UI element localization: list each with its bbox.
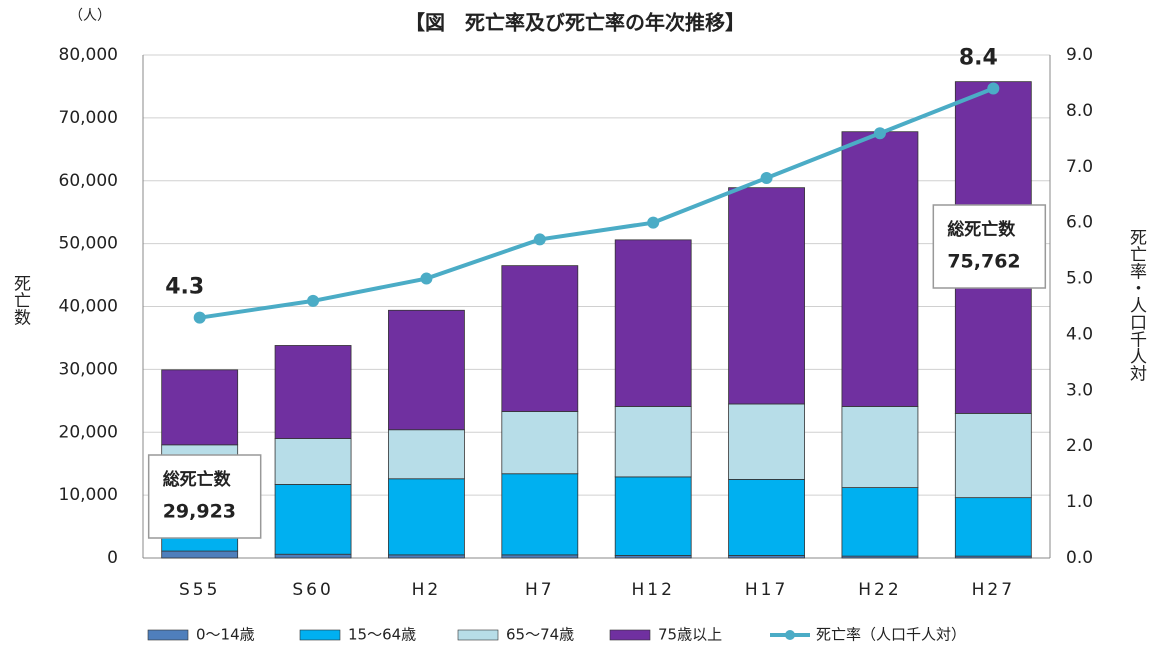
bar-segment	[388, 429, 465, 480]
y2-tick-label: 7.0	[1066, 157, 1093, 177]
x-tick-label: H22	[858, 580, 901, 600]
line-point	[420, 272, 433, 285]
line	[199, 86, 995, 320]
y2-tick-label: 3.0	[1066, 380, 1093, 400]
legend-swatch	[457, 629, 499, 641]
y2-tick-label: 9.0	[1066, 45, 1093, 65]
bar-segment	[274, 345, 352, 439]
y2-tick-label: 1.0	[1066, 492, 1093, 512]
y-tick-label: 60,000	[59, 171, 118, 191]
bar-segment	[614, 406, 692, 478]
legend-label: 75歳以上	[658, 626, 722, 644]
bar-segment	[274, 484, 352, 555]
annotation-title: 総死亡数	[163, 469, 232, 490]
x-tick-label: H17	[745, 580, 788, 600]
y-tick-label: 10,000	[59, 485, 118, 505]
y2-axis-label: 死亡率・人口千人対	[1126, 229, 1147, 382]
y2-tick-label: 4.0	[1066, 324, 1093, 344]
legend-swatch	[609, 629, 651, 641]
bar-segment	[728, 187, 805, 405]
y-tick-label: 70,000	[59, 108, 118, 128]
y-tick-label: 20,000	[59, 422, 118, 442]
legend-label: 65～74歳	[506, 626, 574, 644]
line-point	[533, 233, 546, 246]
legend-swatch	[147, 629, 189, 641]
annotation-title: 総死亡数	[947, 219, 1016, 240]
bar-segment	[161, 369, 239, 446]
y-tick-label: 30,000	[59, 359, 118, 379]
bar-segment	[954, 497, 1032, 557]
data-label: 8.4	[959, 46, 998, 71]
x-tick-label: H27	[972, 580, 1015, 600]
y-tick-label: 0	[107, 548, 118, 568]
legend-swatch	[299, 629, 341, 641]
annotation-text: 75,762	[947, 251, 1020, 273]
bar-segment	[501, 473, 579, 556]
y-tick-label: 50,000	[59, 234, 118, 254]
annotation-box	[932, 204, 1047, 289]
line-point	[647, 216, 660, 229]
bar-segment	[841, 487, 919, 557]
bar-segment	[614, 476, 692, 556]
chart-title: 【図 死亡率及び死亡率の年次推移】	[405, 11, 745, 35]
bar-segment	[954, 412, 1032, 499]
bar-segment	[501, 411, 579, 475]
x-tick-label: H7	[525, 580, 555, 600]
data-label: 4.3	[165, 275, 204, 300]
bar-segment	[161, 550, 239, 559]
y2-tick-label: 8.0	[1066, 101, 1093, 121]
bar-segment	[501, 265, 579, 412]
y2-tick-label: 5.0	[1066, 269, 1093, 289]
legend-label: 死亡率（人口千人対）	[816, 626, 966, 644]
y-axis-label: 死亡数	[10, 275, 31, 326]
bar-segment	[274, 553, 352, 559]
legend-label: 15～64歳	[348, 626, 416, 644]
x-tick-label: S55	[179, 580, 220, 600]
annotation-box	[147, 454, 262, 539]
line-point	[873, 127, 886, 140]
bar-segment	[728, 479, 805, 556]
line-point	[760, 171, 773, 184]
y-tick-label: 40,000	[59, 297, 118, 317]
y2-tick-label: 6.0	[1066, 213, 1093, 233]
y-unit: （人）	[69, 8, 111, 24]
bar-segment	[388, 309, 465, 431]
x-tick-label: H12	[631, 580, 674, 600]
line-point	[193, 311, 206, 324]
bar-segment	[841, 406, 919, 488]
y2-tick-label: 2.0	[1066, 436, 1093, 456]
bar-segment	[728, 403, 805, 480]
annotation-text: 29,923	[163, 501, 236, 523]
legend-swatch	[785, 630, 795, 640]
bar-segment	[388, 554, 465, 559]
y2-tick-label: 0.0	[1066, 548, 1093, 568]
x-tick-label: S60	[292, 580, 333, 600]
bar-segment	[388, 478, 465, 556]
line-point	[987, 82, 1000, 95]
line-point	[307, 294, 320, 307]
bar-segment	[501, 554, 579, 559]
x-tick-label: H2	[412, 580, 442, 600]
bar-segment	[274, 438, 352, 485]
bar-segment	[841, 131, 919, 407]
bar-segment	[614, 239, 692, 407]
legend-label: 0～14歳	[196, 626, 255, 644]
y-tick-label: 80,000	[59, 45, 118, 65]
